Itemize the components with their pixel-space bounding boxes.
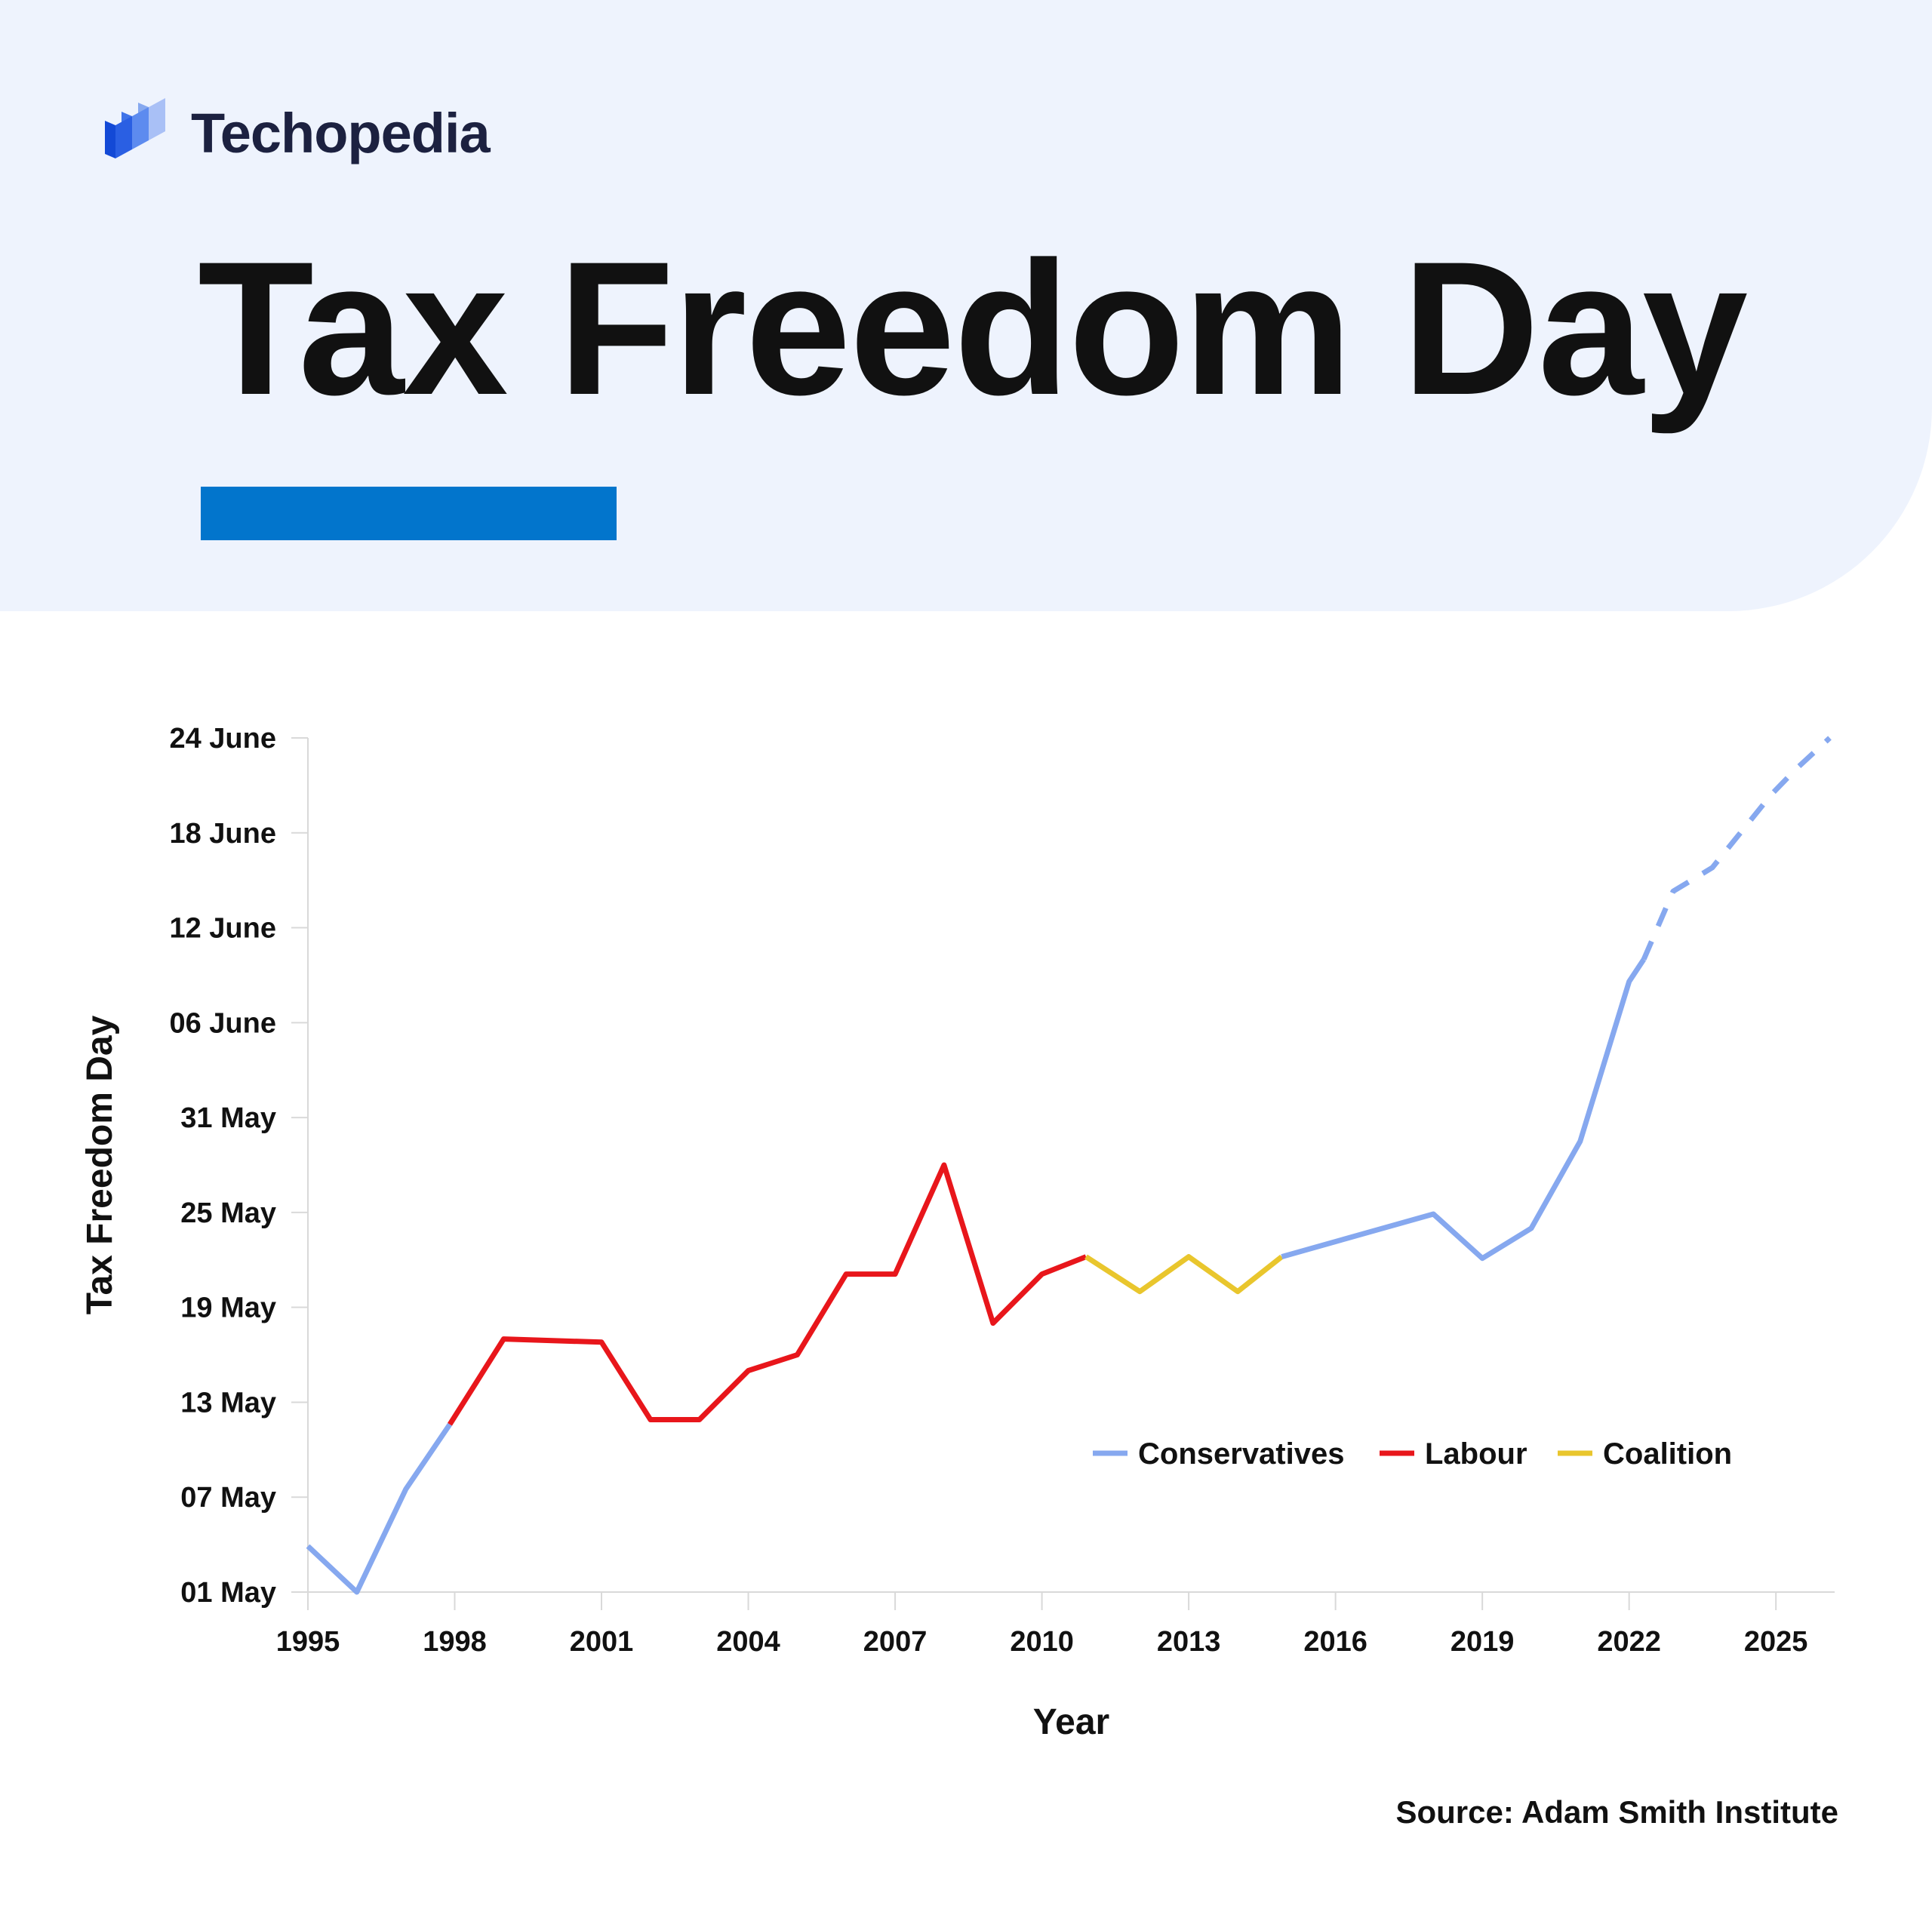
legend-label: Labour: [1425, 1437, 1527, 1471]
brand-name: Techopedia: [191, 101, 491, 164]
x-tick-label: 1998: [423, 1626, 487, 1658]
source-caption: Source: Adam Smith Institute: [1395, 1794, 1838, 1830]
y-tick-label: 24 June: [169, 723, 276, 755]
legend-label: Conservatives: [1138, 1437, 1344, 1471]
series-line-coalition: [1084, 1254, 1284, 1295]
chart-legend: Conservatives Labour Coalition: [1093, 1437, 1732, 1471]
x-tick-label: 2004: [716, 1626, 780, 1658]
x-tick-label: 2001: [570, 1626, 634, 1658]
series-line-labour: [448, 1162, 1088, 1426]
x-axis-title: Year: [1033, 1702, 1109, 1742]
y-tick-label: 07 May: [180, 1482, 276, 1514]
series-line-conservatives-projected: [1641, 736, 1832, 961]
header-panel: Techopedia Tax Freedom Day: [0, 0, 1932, 611]
y-tick-label: 13 May: [180, 1387, 276, 1419]
y-tick-label: 12 June: [169, 913, 276, 945]
x-tick-label: 2022: [1597, 1626, 1661, 1658]
series-line-conservatives: [306, 1422, 452, 1595]
y-tick-label: 31 May: [180, 1102, 276, 1134]
x-tick-label: 2007: [863, 1626, 928, 1658]
legend-label: Coalition: [1603, 1437, 1732, 1471]
x-tick-label: 2010: [1010, 1626, 1074, 1658]
x-tick-label: 1995: [276, 1626, 340, 1658]
chart-series: [306, 736, 1832, 1595]
series-line-conservatives: [1281, 958, 1647, 1262]
brand-logo[interactable]: Techopedia: [102, 97, 491, 169]
x-tick-label: 2013: [1157, 1626, 1221, 1658]
page-title: Tax Freedom Day: [198, 223, 1748, 435]
title-accent-bar: [201, 487, 617, 540]
y-tick-label: 18 June: [169, 818, 276, 850]
x-tick-label: 2019: [1451, 1626, 1515, 1658]
x-tick-label: 2025: [1744, 1626, 1808, 1658]
y-tick-label: 19 May: [180, 1293, 276, 1324]
techopedia-cubes-icon: [105, 98, 165, 158]
y-tick-label: 01 May: [180, 1577, 276, 1609]
x-tick-label: 2016: [1303, 1626, 1367, 1658]
y-axis: 01 May 07 May 13 May 19 May 25 May 31 May 06 J…: [169, 723, 309, 1609]
x-axis: 1995 1998 2001 2004 2007 2010 2013 2016 2019 2022…: [276, 1591, 1835, 1658]
y-axis-title: Tax Freedom Day: [80, 1015, 120, 1314]
y-tick-label: 25 May: [180, 1197, 276, 1229]
y-tick-label: 06 June: [169, 1007, 276, 1039]
